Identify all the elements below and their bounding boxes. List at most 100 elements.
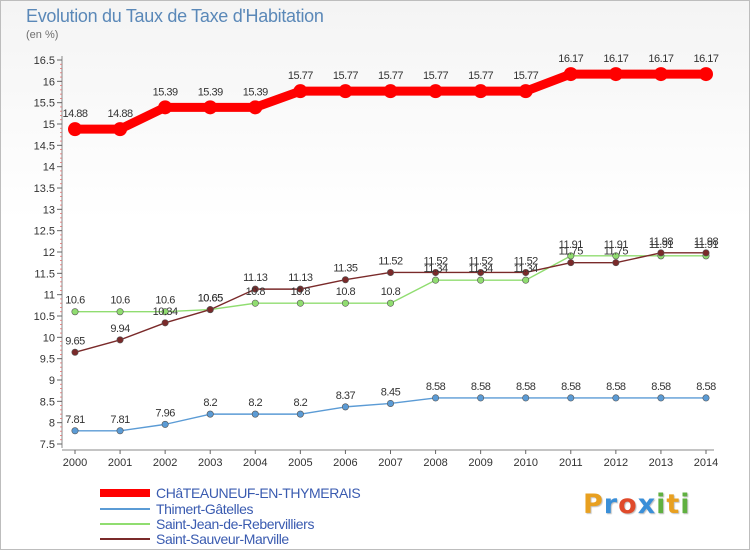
data-point	[293, 84, 308, 99]
data-label: 15.39	[153, 86, 178, 98]
y-tick-label: 16.5	[34, 55, 55, 67]
data-point	[341, 276, 349, 284]
y-tick-label: 11	[44, 290, 55, 302]
data-label: 8.37	[336, 390, 356, 402]
chart-axes: 7.5 8 8.5 9 9.5 10 10.5 11 11.5 12 12.5 13 13.5 14 14.…	[34, 55, 719, 469]
data-point	[702, 249, 710, 257]
legend-swatch-saint-sauveur	[100, 538, 150, 540]
x-tick-label: 2010	[513, 457, 537, 469]
legend-item-saint-sauveur: Saint-Sauveur-Marville	[100, 531, 289, 547]
data-point	[473, 84, 488, 99]
data-label: 11.34	[423, 263, 448, 275]
data-point	[522, 268, 530, 276]
data-label: 15.77	[468, 70, 493, 82]
data-label: 8.2	[248, 397, 262, 409]
y-tick-label: 12	[43, 247, 55, 259]
data-label: 11.13	[288, 272, 313, 284]
data-label: 10.34	[153, 306, 178, 318]
data-label: 10.6	[110, 295, 130, 307]
data-label: 15.39	[198, 86, 223, 98]
legend-label-saint-jean: Saint-Jean-de-Rebervilliers	[156, 516, 315, 532]
data-point	[71, 427, 79, 435]
x-tick-label: 2014	[694, 457, 718, 469]
data-point	[158, 100, 173, 115]
data-label: 14.88	[62, 108, 87, 120]
data-point	[386, 299, 394, 307]
data-label: 10.8	[291, 286, 311, 298]
data-point	[248, 100, 263, 115]
chart-series-lines	[68, 67, 713, 435]
legend-swatch-chateauneuf	[100, 489, 150, 497]
data-point	[612, 252, 620, 260]
data-point	[116, 308, 124, 316]
chart-title: Evolution du Taux de Taxe d'Habitation	[26, 6, 324, 26]
data-label: 8.58	[426, 381, 446, 393]
legend-item-thimert: Thimert-Gâtelles	[100, 501, 253, 517]
data-label: 9.65	[65, 335, 85, 347]
data-point	[206, 306, 214, 314]
x-tick-label: 2007	[378, 457, 402, 469]
x-tick-label: 2012	[604, 457, 628, 469]
data-label: 8.58	[471, 381, 491, 393]
legend-label-saint-sauveur: Saint-Sauveur-Marville	[156, 531, 289, 547]
data-point	[161, 319, 169, 327]
data-label: 8.2	[293, 397, 307, 409]
data-label: 7.81	[65, 414, 85, 426]
data-point	[296, 299, 304, 307]
data-label: 11.35	[333, 263, 358, 275]
data-point	[113, 122, 128, 137]
data-point	[386, 268, 394, 276]
data-label: 16.17	[693, 53, 718, 65]
data-point	[522, 276, 530, 284]
data-label: 16.17	[558, 53, 583, 65]
data-label: 8.58	[696, 381, 716, 393]
data-point	[251, 410, 259, 418]
data-point	[567, 252, 575, 260]
data-point	[432, 276, 440, 284]
data-label: 8.2	[203, 397, 217, 409]
data-point	[251, 285, 259, 293]
y-tick-label: 11.5	[34, 268, 55, 280]
data-label: 15.77	[288, 70, 313, 82]
y-tick-label: 10.5	[34, 311, 55, 323]
data-label: 8.58	[651, 381, 671, 393]
data-label: 11.75	[604, 246, 629, 258]
data-point	[116, 427, 124, 435]
data-label: 14.88	[108, 108, 133, 120]
data-label: 8.58	[561, 381, 581, 393]
data-label: 8.58	[606, 381, 626, 393]
data-point	[657, 394, 665, 402]
data-label: 10.8	[336, 286, 356, 298]
data-point	[296, 410, 304, 418]
legend-item-saint-jean: Saint-Jean-de-Rebervilliers	[100, 516, 314, 532]
y-tick-label: 8	[49, 418, 55, 430]
data-point	[68, 122, 82, 137]
data-point	[116, 336, 124, 344]
x-tick-label: 2000	[63, 457, 87, 469]
chart-unit: (en %)	[26, 29, 59, 41]
data-label: 11.91	[694, 239, 719, 251]
data-point	[699, 67, 713, 82]
y-tick-label: 14.5	[34, 140, 55, 152]
data-point	[477, 394, 485, 402]
y-tick-label: 12.5	[34, 226, 55, 238]
data-point	[161, 308, 169, 316]
data-label: 11.91	[604, 239, 629, 251]
x-tick-label: 2011	[559, 457, 583, 469]
y-tick-label: 15.5	[34, 98, 55, 110]
data-point	[477, 276, 485, 284]
data-label: 15.77	[423, 70, 448, 82]
data-label: 11.91	[559, 239, 584, 251]
y-tick-label: 13	[43, 204, 55, 216]
data-point	[432, 394, 440, 402]
data-point	[71, 348, 79, 356]
data-label: 10.8	[246, 286, 266, 298]
data-label: 10.6	[65, 295, 85, 307]
data-point	[341, 403, 349, 411]
data-point	[522, 394, 530, 402]
data-label: 11.13	[243, 272, 268, 284]
data-label: 11.52	[514, 255, 539, 267]
data-label: 11.34	[514, 263, 539, 275]
data-label: 15.77	[378, 70, 403, 82]
y-tick-label: 13.5	[34, 183, 55, 195]
